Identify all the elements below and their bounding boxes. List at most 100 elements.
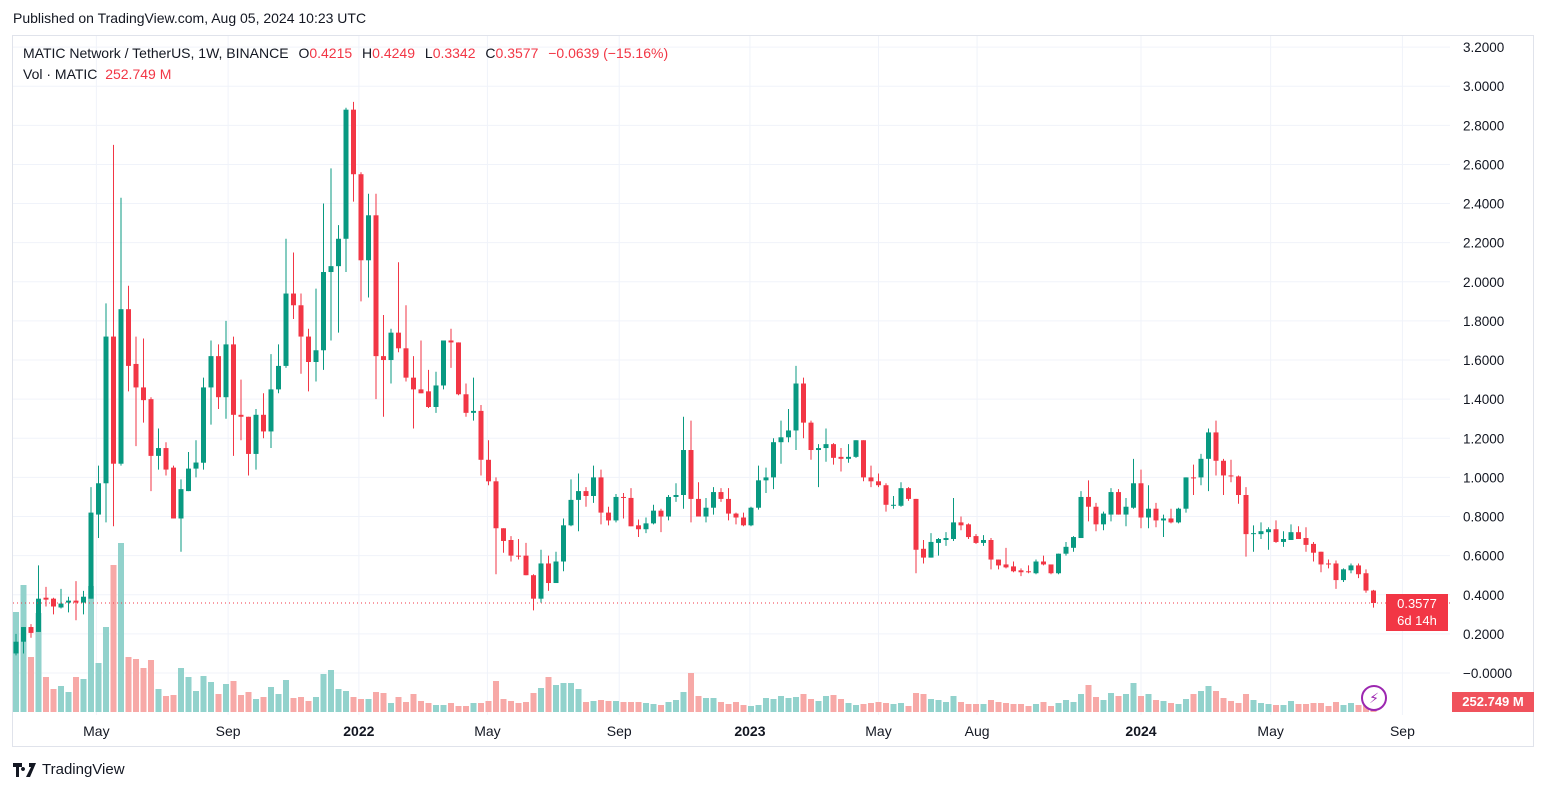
candle-body: [988, 539, 994, 560]
volume-bar: [1355, 705, 1362, 712]
candle-body: [1041, 561, 1046, 565]
candle-body: [763, 477, 769, 481]
volume-bar: [1325, 706, 1332, 712]
candle-body: [178, 489, 184, 519]
volume-bar: [1048, 706, 1054, 712]
candle-body: [208, 356, 214, 388]
candle-body: [358, 174, 364, 261]
candle-body: [463, 394, 469, 413]
candle-body: [883, 485, 889, 505]
candle-body: [688, 450, 694, 499]
price-tick-label: 0.6000: [1463, 549, 1504, 564]
volume-bar: [43, 677, 49, 712]
candle-body: [628, 497, 634, 527]
candle-body: [846, 456, 851, 459]
published-caption: Published on TradingView.com, Aug 05, 20…: [13, 10, 367, 26]
volume-bar: [620, 702, 627, 712]
volume-bar: [178, 668, 184, 712]
candle-body: [28, 627, 34, 633]
volume-bar: [1018, 704, 1024, 712]
candle-body: [163, 448, 169, 470]
candle-body: [1333, 563, 1339, 581]
volume-bar: [328, 670, 334, 712]
volume-bar: [1235, 703, 1242, 712]
candle-body: [148, 399, 154, 456]
candle-body: [741, 517, 746, 526]
candle-body: [583, 491, 589, 496]
price-tick-label: 1.6000: [1463, 353, 1504, 368]
volume-bar: [65, 692, 72, 712]
volume-bar: [1318, 703, 1324, 712]
volume-bar: [1145, 694, 1152, 712]
volume-bar: [575, 689, 582, 712]
lightning-icon[interactable]: ⚡︎: [1361, 685, 1387, 711]
volume-bar: [313, 697, 319, 712]
candle-body: [621, 496, 626, 498]
candle-body: [793, 383, 799, 431]
volume-bar: [703, 698, 709, 712]
volume-bar: [1340, 705, 1347, 712]
candle-body: [1281, 539, 1286, 542]
volume-bar: [440, 705, 447, 712]
volume-bar: [1153, 700, 1159, 712]
volume-bar: [1243, 694, 1249, 712]
volume-bar: [418, 701, 424, 712]
candle-body: [1213, 432, 1219, 461]
volume-bar: [733, 702, 739, 712]
volume-bar: [1130, 683, 1137, 712]
volume-bar: [613, 701, 619, 712]
candle-body: [996, 559, 1001, 566]
candle-body: [1153, 508, 1159, 521]
candle-body: [1138, 483, 1144, 518]
candle-body: [58, 603, 64, 608]
candle-body: [658, 510, 664, 517]
candle-body: [831, 444, 836, 458]
candle-body: [1183, 477, 1189, 509]
candle-body: [936, 539, 941, 543]
candle-body: [898, 488, 904, 506]
volume-bar: [403, 702, 409, 712]
volume-bar: [410, 694, 417, 712]
candle-body: [546, 563, 551, 584]
volume-label[interactable]: Vol · MATIC: [23, 66, 98, 82]
volume-bar: [568, 683, 574, 712]
chart-frame[interactable]: [12, 35, 1534, 747]
candle-body: [1056, 553, 1061, 574]
tradingview-logo[interactable]: TradingView: [13, 761, 125, 778]
volume-bar: [320, 674, 327, 712]
candle-body: [1251, 533, 1256, 535]
volume-bar: [823, 696, 829, 712]
candle-body: [861, 440, 866, 478]
candle-body: [1078, 496, 1084, 539]
volume-bar: [230, 681, 237, 712]
candle-body: [981, 539, 986, 543]
volume-bar: [530, 693, 537, 712]
volume-bar: [493, 681, 499, 712]
candle-body: [921, 548, 926, 558]
candle-body: [471, 410, 476, 413]
volume-value: 252.749 M: [105, 66, 172, 82]
volume-bar: [73, 677, 79, 712]
volume-bar: [920, 694, 927, 712]
candle-body: [711, 492, 716, 508]
candle-body: [531, 575, 536, 599]
volume-bar: [433, 705, 439, 712]
volume-bar: [778, 696, 784, 712]
candle-body: [576, 491, 581, 500]
symbol-title[interactable]: MATIC Network / TetherUS, 1W, BINANCE: [23, 45, 289, 61]
price-tick-label: 0.8000: [1463, 510, 1504, 525]
candle-body: [306, 336, 311, 362]
volume-bar: [88, 586, 94, 712]
candle-body: [426, 391, 431, 407]
candle-body: [411, 377, 416, 390]
volume-bar: [1070, 702, 1077, 712]
time-tick-label: 2022: [343, 723, 374, 739]
candle-body: [1116, 492, 1121, 515]
volume-bar: [163, 696, 169, 712]
volume-bar: [583, 702, 589, 712]
volume-bar: [755, 705, 762, 712]
candle-body: [1206, 432, 1211, 459]
ohlc-legend: MATIC Network / TetherUS, 1W, BINANCE O0…: [23, 45, 674, 61]
candle-body: [1273, 529, 1279, 542]
